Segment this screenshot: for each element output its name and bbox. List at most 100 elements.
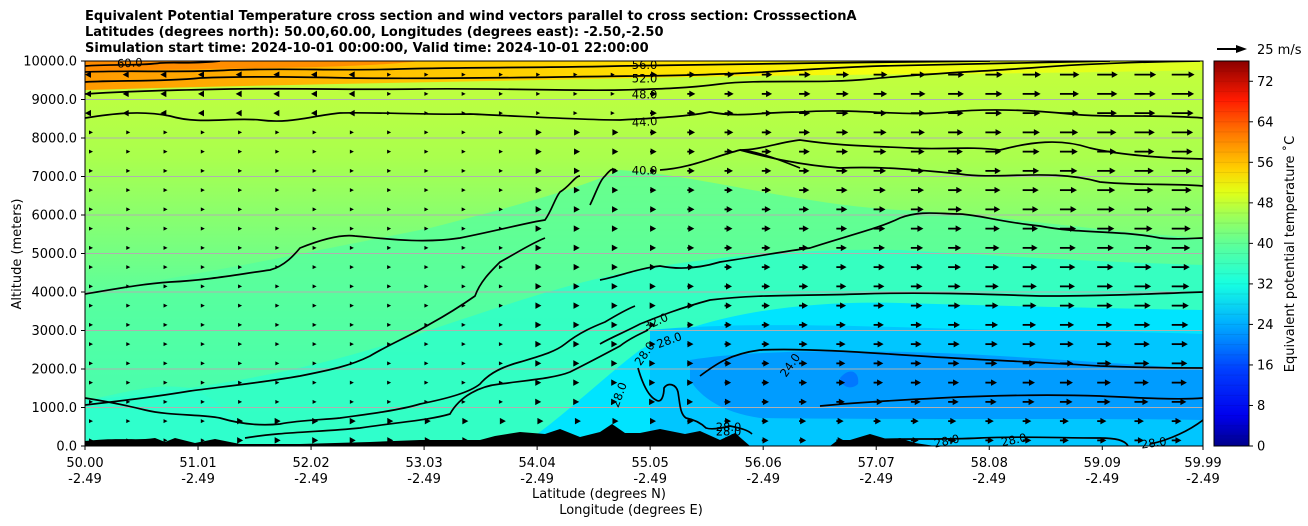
wind-arrow bbox=[985, 129, 1002, 136]
wind-arrow-head bbox=[990, 398, 997, 406]
wind-arrow-head bbox=[725, 302, 732, 309]
wind-arrow-head bbox=[612, 186, 619, 194]
wind-arrow bbox=[985, 148, 1002, 155]
wind-arrow-head bbox=[1148, 148, 1155, 155]
wind-arrow-head bbox=[461, 188, 466, 193]
wind-arrow bbox=[650, 417, 656, 425]
wind-arrow bbox=[573, 340, 580, 348]
wind-arrow bbox=[836, 437, 844, 444]
wind-arrow bbox=[498, 361, 503, 366]
wind-arrow bbox=[836, 283, 847, 290]
wind-arrow-head bbox=[1033, 167, 1040, 175]
wind-arrow-head bbox=[881, 71, 888, 78]
wind-arrow-head bbox=[688, 186, 695, 194]
colorbar-tick-label: 24 bbox=[1257, 318, 1274, 333]
wind-arrow-head bbox=[163, 322, 168, 327]
wind-arrow-head bbox=[1072, 109, 1079, 117]
wind-arrow bbox=[238, 245, 243, 250]
wind-arrow-head bbox=[1029, 340, 1036, 348]
wind-arrow bbox=[724, 263, 733, 271]
wind-arrow-head bbox=[1106, 321, 1113, 329]
wind-arrow bbox=[948, 167, 963, 175]
wind-arrow bbox=[198, 109, 204, 117]
colorbar-tick-label: 0 bbox=[1257, 440, 1265, 455]
wind-arrow-head bbox=[1105, 340, 1112, 348]
wind-arrow bbox=[163, 399, 168, 404]
wind-arrow-head bbox=[802, 263, 809, 271]
wind-arrow-head bbox=[498, 361, 503, 366]
wind-arrow bbox=[873, 379, 884, 386]
wind-arrow bbox=[126, 438, 131, 443]
wind-arrow-head bbox=[163, 342, 168, 347]
wind-arrow bbox=[275, 322, 280, 327]
wind-arrow bbox=[799, 398, 807, 406]
wind-arrow-head bbox=[498, 380, 503, 385]
wind-arrow-head bbox=[880, 129, 887, 136]
wind-arrow-head bbox=[198, 71, 204, 78]
x-tick-label-lon: -2.49 bbox=[859, 472, 893, 487]
wind-arrow bbox=[461, 342, 466, 347]
wind-arrow-head bbox=[498, 399, 503, 404]
wind-arrow-head bbox=[987, 437, 994, 444]
wind-arrow-head bbox=[879, 225, 886, 232]
wind-arrow-head bbox=[387, 399, 392, 404]
wind-arrow bbox=[461, 91, 466, 96]
wind-arrow-head bbox=[89, 284, 93, 289]
wind-arrow-head bbox=[126, 361, 131, 366]
wind-arrow bbox=[238, 399, 243, 404]
wind-arrow bbox=[724, 321, 732, 329]
wind-arrow bbox=[650, 90, 657, 98]
wind-arrow-head bbox=[424, 437, 431, 444]
wind-arrow bbox=[836, 244, 847, 252]
wind-arrow bbox=[424, 207, 429, 212]
contour-28-a bbox=[85, 305, 636, 426]
wind-arrow bbox=[650, 225, 657, 232]
y-tick-label: 6000.0 bbox=[32, 209, 78, 224]
wind-arrow-head bbox=[1110, 148, 1117, 155]
wind-arrow bbox=[1171, 206, 1192, 213]
wind-arrow-head bbox=[994, 167, 1001, 175]
wind-arrow-head bbox=[312, 361, 317, 366]
wind-arrow bbox=[461, 245, 466, 250]
wind-arrow-head bbox=[387, 437, 394, 444]
wind-arrow bbox=[1022, 283, 1037, 290]
wind-arrow-head bbox=[956, 186, 963, 194]
wind-arrow bbox=[910, 109, 926, 117]
wind-arrow bbox=[724, 109, 734, 117]
wind-arrow-head bbox=[349, 130, 354, 135]
wind-arrow bbox=[799, 225, 809, 232]
wind-arrow bbox=[163, 380, 168, 385]
wind-arrow bbox=[312, 284, 317, 289]
wind-arrow-head bbox=[803, 148, 810, 155]
wind-arrow-head bbox=[804, 71, 811, 78]
wind-arrow-head bbox=[498, 284, 503, 289]
wind-arrow bbox=[948, 437, 957, 444]
wind-arrow-head bbox=[992, 321, 999, 329]
wind-arrow bbox=[200, 188, 205, 193]
wind-arrow-head bbox=[1071, 148, 1078, 155]
wind-arrow bbox=[200, 419, 205, 424]
wind-arrow-head bbox=[311, 71, 317, 78]
wind-arrow bbox=[274, 437, 281, 444]
wind-arrow-head bbox=[85, 90, 91, 98]
wind-arrow bbox=[761, 321, 770, 329]
wind-arrow-head bbox=[163, 419, 168, 424]
wind-arrow-head bbox=[1149, 90, 1156, 98]
wind-arrow-head bbox=[424, 226, 429, 231]
wind-arrow bbox=[461, 265, 466, 270]
wind-arrow-head bbox=[89, 188, 93, 193]
wind-arrow-head bbox=[89, 380, 93, 385]
colorbar-bands bbox=[1214, 70, 1249, 437]
wind-arrow bbox=[761, 244, 771, 252]
wind-arrow-head bbox=[126, 207, 131, 212]
wind-arrow-head bbox=[348, 90, 355, 98]
wind-arrow bbox=[1171, 340, 1188, 348]
wind-arrow bbox=[687, 167, 695, 175]
x-tick-label-lon: -2.49 bbox=[633, 472, 667, 487]
wind-arrow-head bbox=[424, 149, 429, 154]
wind-arrow bbox=[1171, 263, 1190, 271]
wind-arrow-head bbox=[461, 361, 466, 366]
wind-arrow bbox=[424, 188, 429, 193]
wind-arrow-head bbox=[535, 302, 542, 309]
wind-arrow-head bbox=[957, 109, 964, 117]
